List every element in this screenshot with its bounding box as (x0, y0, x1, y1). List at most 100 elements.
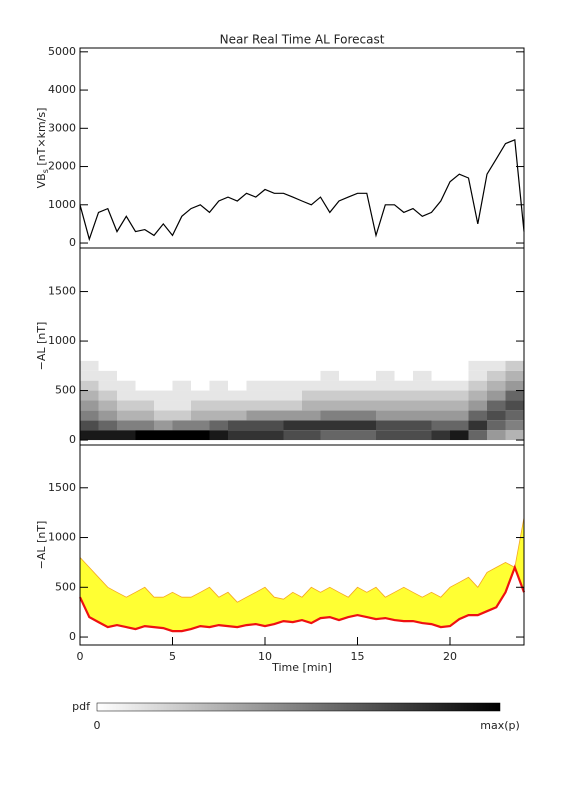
heat-cell (505, 420, 524, 431)
heat-cell (505, 370, 524, 381)
heat-cell (209, 400, 228, 411)
heat-cell (487, 370, 506, 381)
heat-cell (468, 430, 487, 441)
panel-frame (79, 47, 525, 249)
heat-cell (191, 400, 210, 411)
heat-cell (117, 410, 136, 421)
heat-cell (228, 390, 247, 401)
heat-cell (283, 380, 302, 391)
heat-cell (487, 360, 506, 371)
heat-cell (172, 380, 191, 391)
heat-cell (394, 420, 413, 431)
x-tick-label: 20 (443, 650, 457, 663)
heat-cell (98, 420, 117, 431)
heat-cell (450, 400, 469, 411)
heat-cell (302, 410, 321, 421)
heat-cell (283, 410, 302, 421)
heat-cell (209, 360, 228, 371)
heat-cell (209, 420, 228, 431)
heat-cell (487, 390, 506, 401)
heat-cell (209, 390, 228, 401)
heat-cell (228, 360, 247, 371)
heat-cell (154, 390, 173, 401)
heat-cell (117, 400, 136, 411)
heat-cell (228, 410, 247, 421)
heat-cell (450, 430, 469, 441)
heat-cell (302, 360, 321, 371)
heat-cell (339, 360, 358, 371)
heat-cell (80, 410, 99, 421)
x-tick-label: 15 (351, 650, 365, 663)
heat-cell (339, 410, 358, 421)
heat-cell (320, 360, 339, 371)
y-tick-label: 500 (55, 580, 76, 593)
heat-cell (246, 410, 265, 421)
heat-cell (394, 370, 413, 381)
heat-cell (191, 370, 210, 381)
heat-cell (265, 410, 284, 421)
heat-cell (431, 410, 450, 421)
colorbar (96, 702, 501, 712)
heat-cell (320, 400, 339, 411)
heat-cell (117, 360, 136, 371)
heat-cell (487, 400, 506, 411)
heat-cell (339, 380, 358, 391)
panel (80, 360, 524, 441)
y-tick-label: 1500 (48, 481, 76, 494)
heat-cell (117, 370, 136, 381)
heat-cell (376, 380, 395, 391)
heat-cell (172, 400, 191, 411)
x-tick-label: 5 (169, 650, 176, 663)
heat-cell (265, 380, 284, 391)
heat-cell (357, 370, 376, 381)
heat-cell (450, 370, 469, 381)
x-tick-label: 0 (77, 650, 84, 663)
y-tick-label: 5000 (48, 45, 76, 58)
heat-cell (413, 410, 432, 421)
colorbar-min: 0 (94, 719, 101, 732)
heat-cell (283, 360, 302, 371)
x-tick-label: 10 (258, 650, 272, 663)
y-tick-label: 0 (69, 630, 76, 643)
heat-cell (80, 420, 99, 431)
heat-cell (191, 430, 210, 441)
heat-cell (468, 390, 487, 401)
heat-cell (228, 380, 247, 391)
heat-cell (154, 370, 173, 381)
heat-cell (357, 420, 376, 431)
heat-cell (172, 430, 191, 441)
y-tick-label: 1000 (48, 198, 76, 211)
heat-cell (431, 390, 450, 401)
heat-cell (450, 420, 469, 431)
heat-cell (413, 370, 432, 381)
heat-cell (376, 370, 395, 381)
heat-cell (468, 380, 487, 391)
heat-cell (339, 370, 358, 381)
heat-cell (135, 410, 154, 421)
y-tick-label: 1500 (48, 285, 76, 298)
heat-cell (339, 390, 358, 401)
heat-cell (135, 370, 154, 381)
heat-cell (413, 430, 432, 441)
heat-cell (505, 380, 524, 391)
heat-cell (505, 400, 524, 411)
heat-cell (450, 380, 469, 391)
heat-cell (117, 380, 136, 391)
heat-cell (394, 380, 413, 391)
heat-cell (283, 390, 302, 401)
heat-cell (376, 420, 395, 431)
heat-cell (154, 430, 173, 441)
x-axis-title: Time [min] (271, 661, 332, 674)
heat-cell (339, 400, 358, 411)
y-tick-label: 0 (69, 433, 76, 446)
heat-cell (246, 390, 265, 401)
heat-cell (246, 370, 265, 381)
heat-cell (413, 420, 432, 431)
heat-cell (117, 420, 136, 431)
panel (79, 517, 526, 633)
heat-cell (431, 370, 450, 381)
heat-cell (431, 360, 450, 371)
heat-cell (376, 430, 395, 441)
heat-cell (487, 430, 506, 441)
